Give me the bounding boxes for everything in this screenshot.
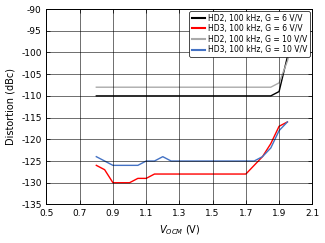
Y-axis label: Distortion (dBc): Distortion (dBc) [6,68,16,145]
Legend: HD2, 100 kHz, G = 6 V/V, HD3, 100 kHz, G = 6 V/V, HD2, 100 kHz, G = 10 V/V, HD3,: HD2, 100 kHz, G = 6 V/V, HD3, 100 kHz, G… [189,11,310,57]
X-axis label: $\mathit{V}_{OCM}$ (V): $\mathit{V}_{OCM}$ (V) [159,224,200,237]
